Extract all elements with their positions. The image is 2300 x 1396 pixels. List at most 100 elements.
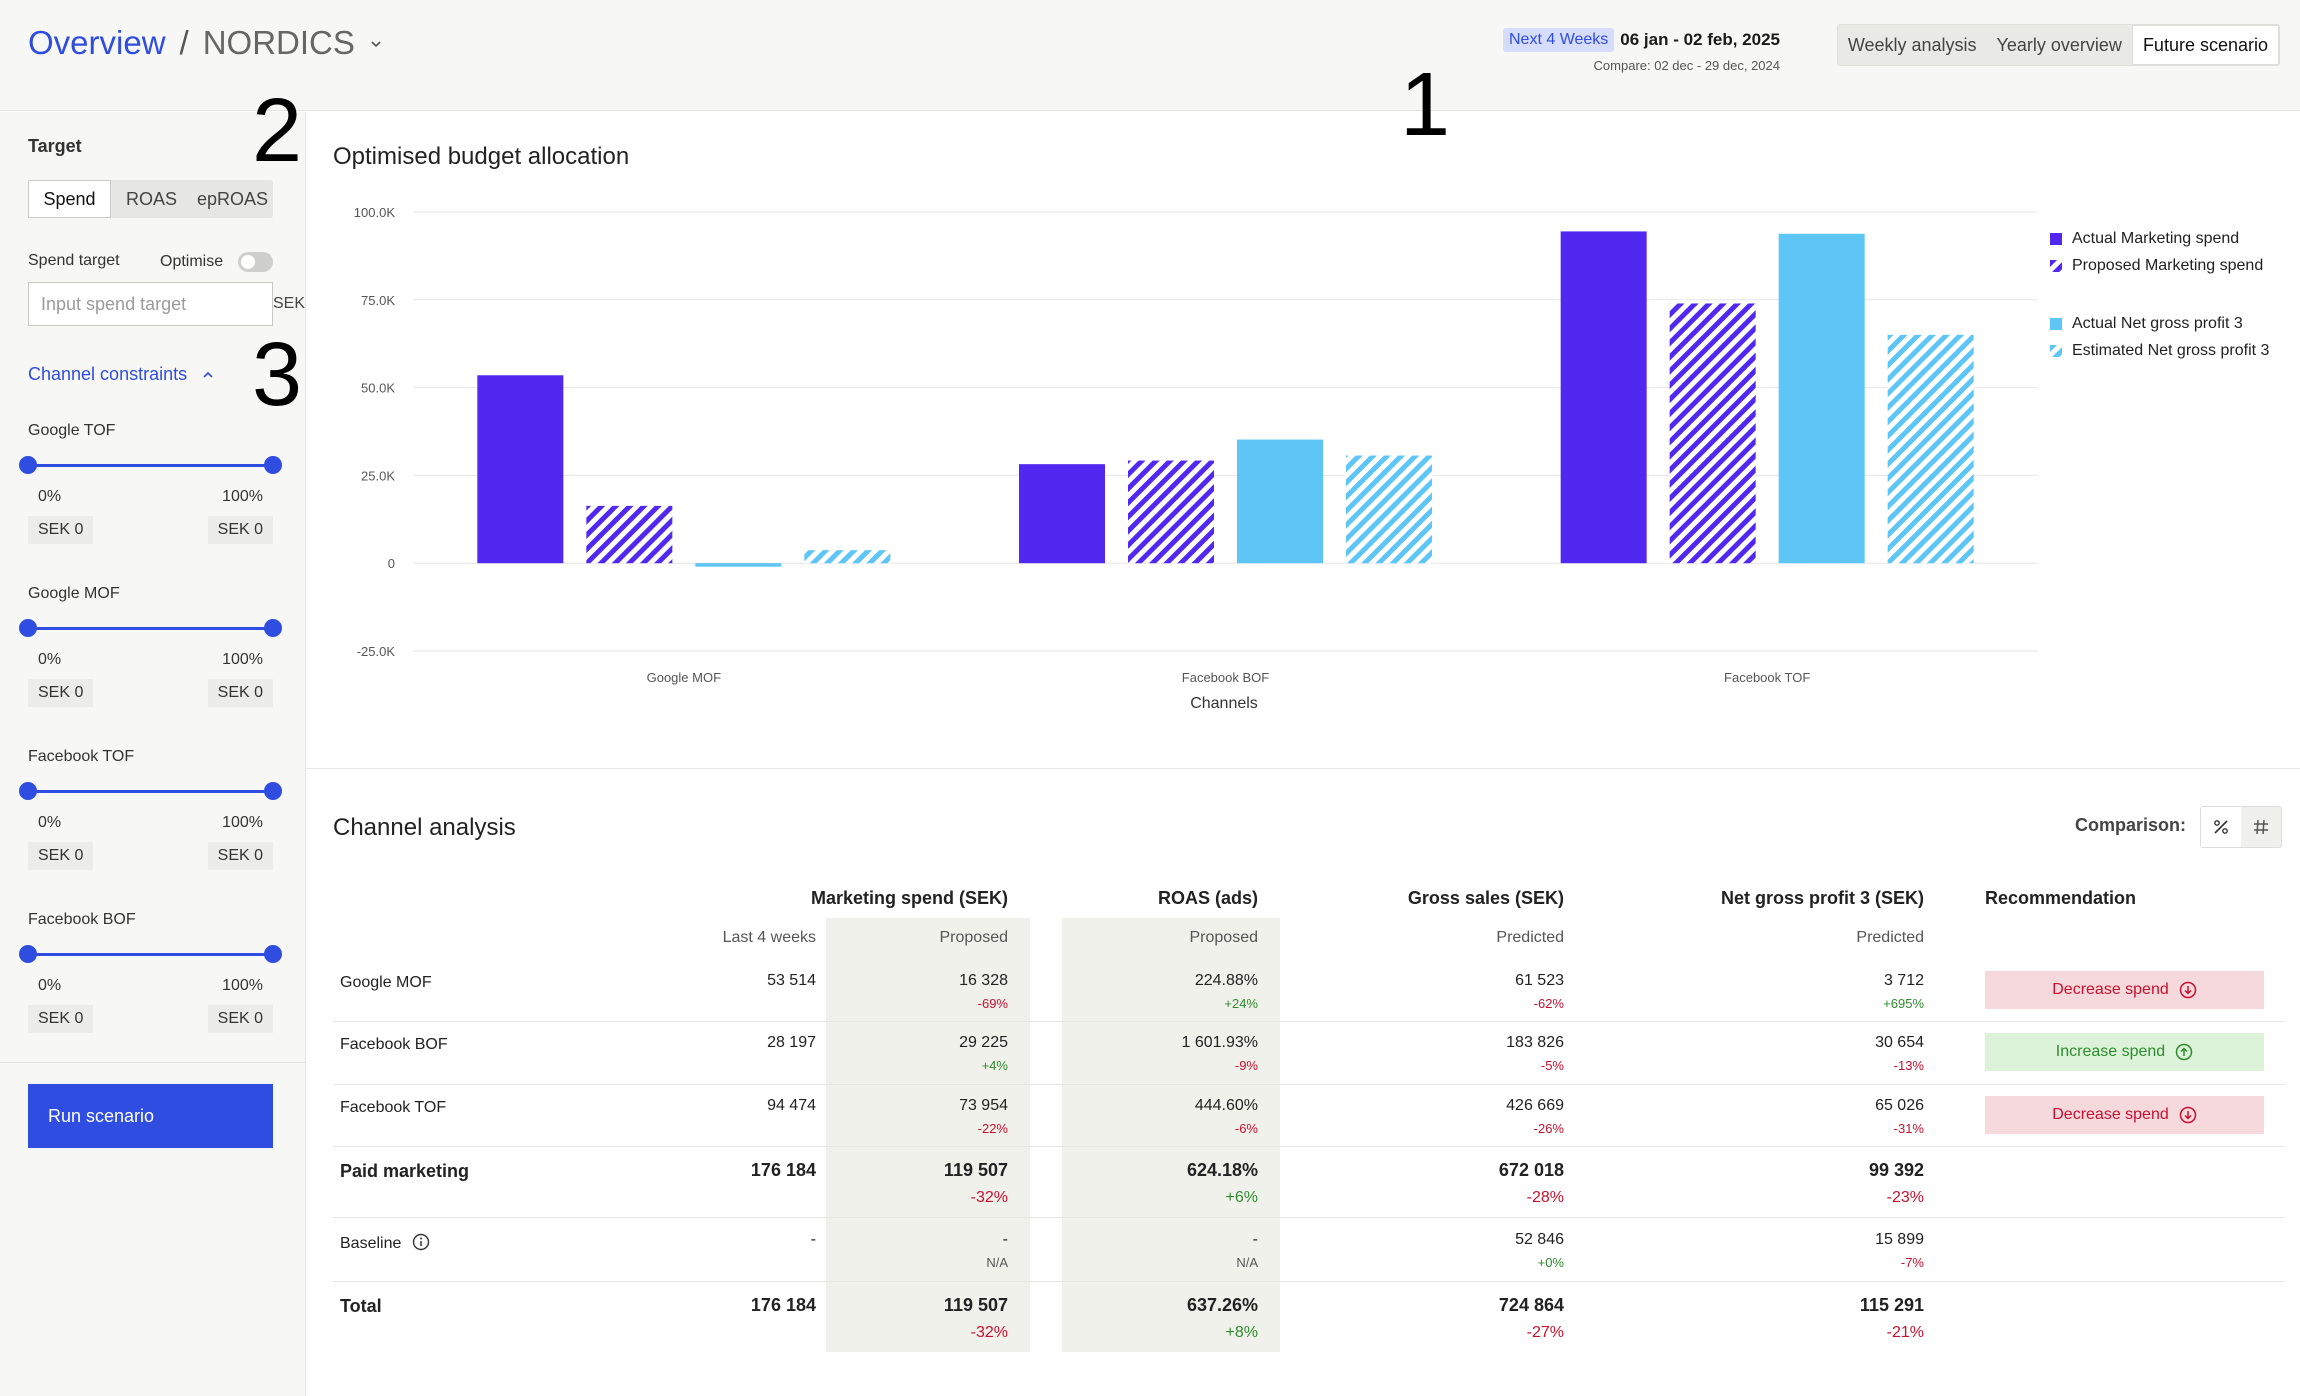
estimated-ngp-bar[interactable]	[1887, 334, 1974, 564]
cell-last: 176 184	[750, 1160, 816, 1180]
slider-min-handle[interactable]	[19, 619, 37, 637]
min-sek-value[interactable]: SEK 0	[28, 842, 94, 870]
slider-min-handle[interactable]	[19, 456, 37, 474]
proposed-spend-bar[interactable]	[1669, 303, 1756, 564]
x-tick-label: Facebook TOF	[1724, 670, 1810, 685]
slider-max-handle[interactable]	[264, 456, 282, 474]
header-roas: ROAS (ads)	[1157, 888, 1258, 908]
proposed-spend-column-shade	[826, 918, 1030, 1352]
optimise-toggle[interactable]	[238, 252, 273, 272]
cell-roas: 637.26% +8%	[1186, 1295, 1258, 1341]
max-sek-value[interactable]: SEK 0	[207, 516, 273, 544]
legend-swatch	[2050, 318, 2062, 330]
cell-gross: 426 669 -26%	[1506, 1097, 1564, 1136]
min-sek-value[interactable]: SEK 0	[28, 516, 94, 544]
max-sek-value[interactable]: SEK 0	[207, 679, 273, 707]
arrow-up-circle-icon	[2175, 1043, 2193, 1061]
actual-spend-bar[interactable]	[1019, 464, 1105, 564]
range-slider[interactable]	[19, 782, 282, 800]
cell-last: 176 184	[750, 1295, 816, 1315]
hash-icon[interactable]	[2241, 807, 2281, 847]
estimated-ngp-bar[interactable]	[804, 550, 891, 564]
legend-actual-marketing-spend[interactable]: Actual Marketing spend	[2050, 230, 2239, 248]
header-gross-sales: Gross sales (SEK)	[1407, 888, 1564, 908]
actual-ngp-bar[interactable]	[1778, 233, 1865, 564]
arrow-down-circle-icon	[2179, 1106, 2196, 1124]
increase-spend-button[interactable]: Increase spend	[1985, 1033, 2264, 1071]
y-tick-label: 50.0K	[361, 381, 395, 396]
range-slider[interactable]	[19, 456, 282, 474]
max-sek-value[interactable]: SEK 0	[207, 1005, 273, 1033]
range-slider[interactable]	[19, 945, 282, 963]
y-tick-label: 100.0K	[354, 205, 396, 220]
channel-constraints-label: Channel constraints	[28, 364, 188, 384]
tab-yearly-overview[interactable]: Yearly overview	[1996, 34, 2122, 55]
cell-gross: 672 018 -28%	[1498, 1160, 1564, 1206]
legend-swatch	[2050, 345, 2062, 357]
date-range[interactable]: Next 4 Weeks 06 jan - 02 feb, 2025 Compa…	[1503, 28, 1780, 73]
actual-spend-bar[interactable]	[477, 375, 564, 564]
range-slider[interactable]	[19, 619, 282, 637]
cell-roas: 1 601.93% -9%	[1181, 1034, 1258, 1073]
chevron-down-icon[interactable]	[369, 37, 383, 51]
tab-future-scenario[interactable]: Future scenario	[2131, 25, 2279, 65]
slider-max-handle[interactable]	[264, 619, 282, 637]
max-percent: 100%	[222, 977, 263, 994]
subheader-proposed-spend: Proposed	[939, 929, 1009, 946]
slider-max-handle[interactable]	[264, 945, 282, 963]
row-divider	[333, 1217, 2285, 1218]
segment-spend[interactable]: Spend	[28, 180, 111, 218]
slider-min-handle[interactable]	[19, 782, 37, 800]
max-percent: 100%	[222, 651, 263, 668]
min-sek-value[interactable]: SEK 0	[28, 1005, 94, 1033]
chart-title: Optimised budget allocation	[333, 143, 630, 170]
proposed-spend-bar[interactable]	[1128, 460, 1214, 564]
legend-swatch	[2050, 260, 2062, 272]
min-percent: 0%	[38, 977, 62, 994]
breadcrumb-current-market[interactable]: NORDICS	[202, 24, 355, 61]
row-divider	[333, 1084, 2285, 1085]
tab-weekly-analysis[interactable]: Weekly analysis	[1847, 34, 1977, 55]
breadcrumb-overview-link[interactable]: Overview	[28, 24, 166, 61]
period-range: 06 jan - 02 feb, 2025	[1620, 30, 1780, 49]
header-recommendation: Recommendation	[1985, 888, 2137, 908]
legend-actual-net-gross-profit[interactable]: Actual Net gross profit 3	[2050, 315, 2243, 333]
actual-spend-bar[interactable]	[1560, 231, 1647, 564]
cell-last: 53 514	[767, 972, 816, 989]
decrease-spend-button[interactable]: Decrease spend	[1985, 1096, 2264, 1134]
channel-constraints-toggle[interactable]: Channel constraints	[28, 364, 215, 385]
cell-roas: 444.60% -6%	[1194, 1097, 1258, 1136]
cell-proposed: 119 507 -32%	[943, 1295, 1008, 1341]
slider-min-handle[interactable]	[19, 945, 37, 963]
cell-ngp: 30 654 -13%	[1875, 1034, 1924, 1073]
legend-estimated-net-gross-profit[interactable]: Estimated Net gross profit 3	[2050, 342, 2269, 360]
proposed-roas-column-shade	[1062, 918, 1280, 1352]
x-tick-label: Facebook BOF	[1182, 670, 1269, 685]
decrease-spend-button[interactable]: Decrease spend	[1985, 971, 2264, 1009]
optimise-label: Optimise	[160, 253, 224, 270]
cell-ngp: 3 712 +695%	[1883, 972, 1924, 1011]
run-scenario-button[interactable]: Run scenario	[28, 1084, 273, 1148]
max-sek-value[interactable]: SEK 0	[207, 842, 273, 870]
actual-ngp-bar[interactable]	[1237, 439, 1323, 564]
segment-eproas[interactable]: epROAS	[196, 188, 269, 209]
arrow-down-circle-icon	[2179, 981, 2196, 999]
info-icon[interactable]	[412, 1233, 430, 1251]
actual-ngp-bar[interactable]	[695, 563, 782, 567]
percent-icon[interactable]	[2201, 807, 2241, 847]
scenario-sidebar: Target Spend ROAS epROAS Spend target Op…	[0, 86, 306, 1396]
constraint-facebook-bof: Facebook BOF 0% 100% SEK 0 SEK 0	[19, 911, 282, 1033]
segment-roas[interactable]: ROAS	[125, 188, 177, 209]
row-divider	[333, 1281, 2285, 1282]
spend-target-input[interactable]	[29, 293, 273, 315]
estimated-ngp-bar[interactable]	[1346, 455, 1432, 564]
cell-last: -	[810, 1231, 816, 1248]
slider-max-handle[interactable]	[264, 782, 282, 800]
cell-gross: 61 523 -62%	[1515, 972, 1564, 1011]
proposed-spend-bar[interactable]	[586, 505, 673, 564]
min-sek-value[interactable]: SEK 0	[28, 679, 94, 707]
legend-proposed-marketing-spend[interactable]: Proposed Marketing spend	[2050, 257, 2263, 275]
constraint-google-mof: Google MOF 0% 100% SEK 0 SEK 0	[19, 585, 282, 707]
min-percent: 0%	[38, 651, 62, 668]
constraint-name: Google MOF	[28, 585, 120, 602]
